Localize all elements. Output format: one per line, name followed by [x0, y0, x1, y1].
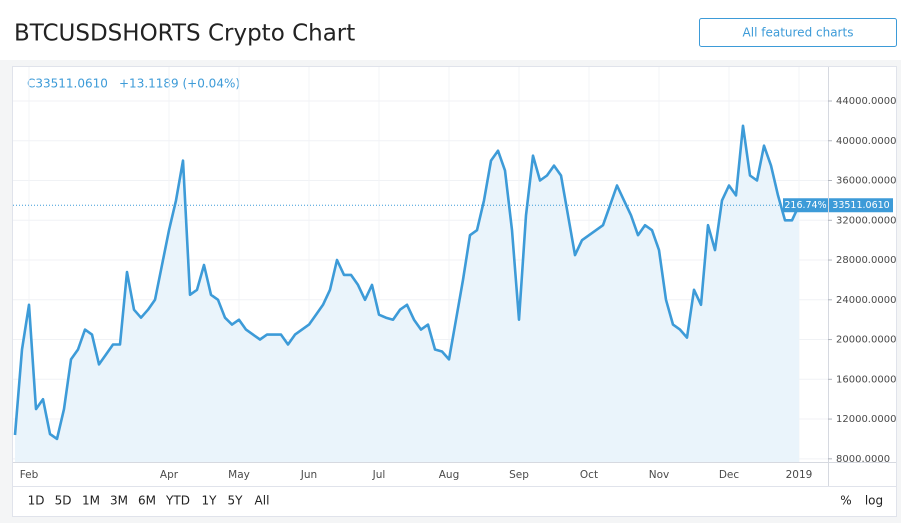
x-tick-label: May: [228, 469, 250, 481]
chart-title: BTCUSDSHORTS Crypto Chart: [14, 21, 355, 47]
range-button[interactable]: All: [255, 494, 270, 508]
x-tick-label: Nov: [649, 469, 670, 481]
x-tick-label: Dec: [719, 469, 740, 481]
y-tick-label: 32000.0000: [836, 215, 896, 226]
y-tick-label: 12000.0000: [836, 414, 896, 425]
area: [15, 125, 799, 463]
range-button[interactable]: 1D: [28, 494, 45, 508]
change-label: +13.1189 (+0.04%): [119, 77, 240, 91]
y-tick-label: 8000.0000: [836, 454, 890, 465]
x-tick-label: Sep: [509, 469, 529, 481]
x-tick-label: Aug: [439, 469, 460, 481]
scale-button[interactable]: log: [865, 494, 883, 508]
range-button[interactable]: 1M: [82, 494, 100, 508]
range-button[interactable]: 1Y: [202, 494, 218, 508]
y-tick-label: 36000.0000: [836, 176, 896, 187]
x-tick-label: Jul: [372, 469, 386, 481]
last-price-label: 33511.0610: [832, 200, 889, 211]
range-button[interactable]: 3M: [110, 494, 128, 508]
x-tick-label: Feb: [20, 469, 39, 481]
x-tick-label: 2019: [786, 469, 813, 481]
y-tick-label: 28000.0000: [836, 255, 896, 266]
last-change-tag: [783, 198, 828, 213]
range-button[interactable]: 5D: [55, 494, 72, 508]
y-tick-label: 16000.0000: [836, 374, 896, 385]
close-label: C33511.0610: [27, 77, 108, 91]
y-tick-label: 40000.0000: [836, 136, 896, 147]
range-button[interactable]: YTD: [165, 494, 190, 508]
range-button[interactable]: 6M: [138, 494, 156, 508]
x-tick-label: Oct: [580, 469, 598, 481]
x-tick-label: Apr: [160, 469, 179, 481]
y-tick-label: 20000.0000: [836, 335, 896, 346]
featured-button-label[interactable]: All featured charts: [743, 26, 854, 40]
featured-button[interactable]: [699, 18, 897, 47]
range-button[interactable]: 5Y: [228, 494, 244, 508]
x-tick-label: Jun: [300, 469, 317, 481]
y-tick-label: 24000.0000: [836, 295, 896, 306]
last-change-label: 216.74%: [784, 200, 826, 211]
last-price-tag: [829, 198, 893, 213]
scale-button[interactable]: %: [840, 494, 851, 508]
line: [13, 124, 801, 441]
y-tick-label: 44000.0000: [836, 96, 896, 107]
